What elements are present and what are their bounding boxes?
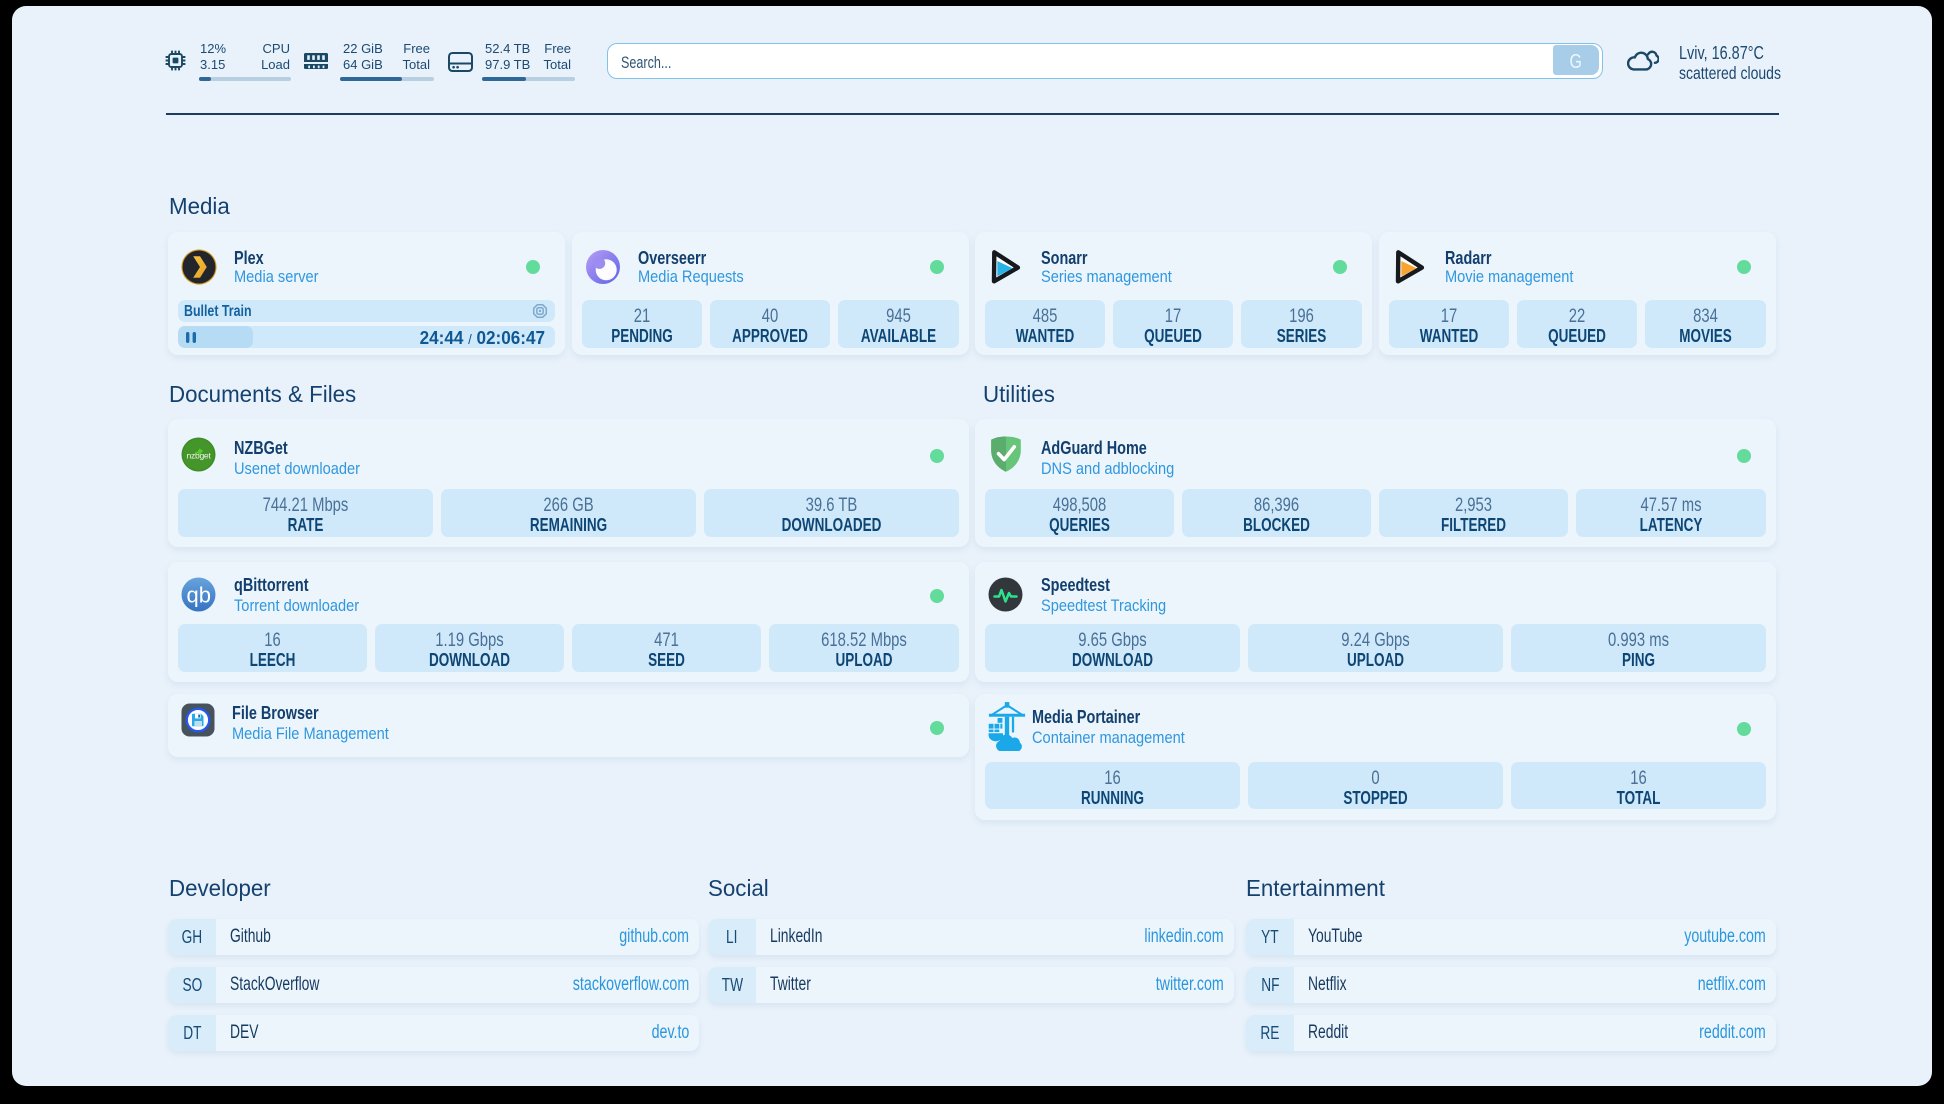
svg-text:qb: qb	[186, 582, 210, 607]
svg-text:nzbget: nzbget	[186, 451, 211, 461]
